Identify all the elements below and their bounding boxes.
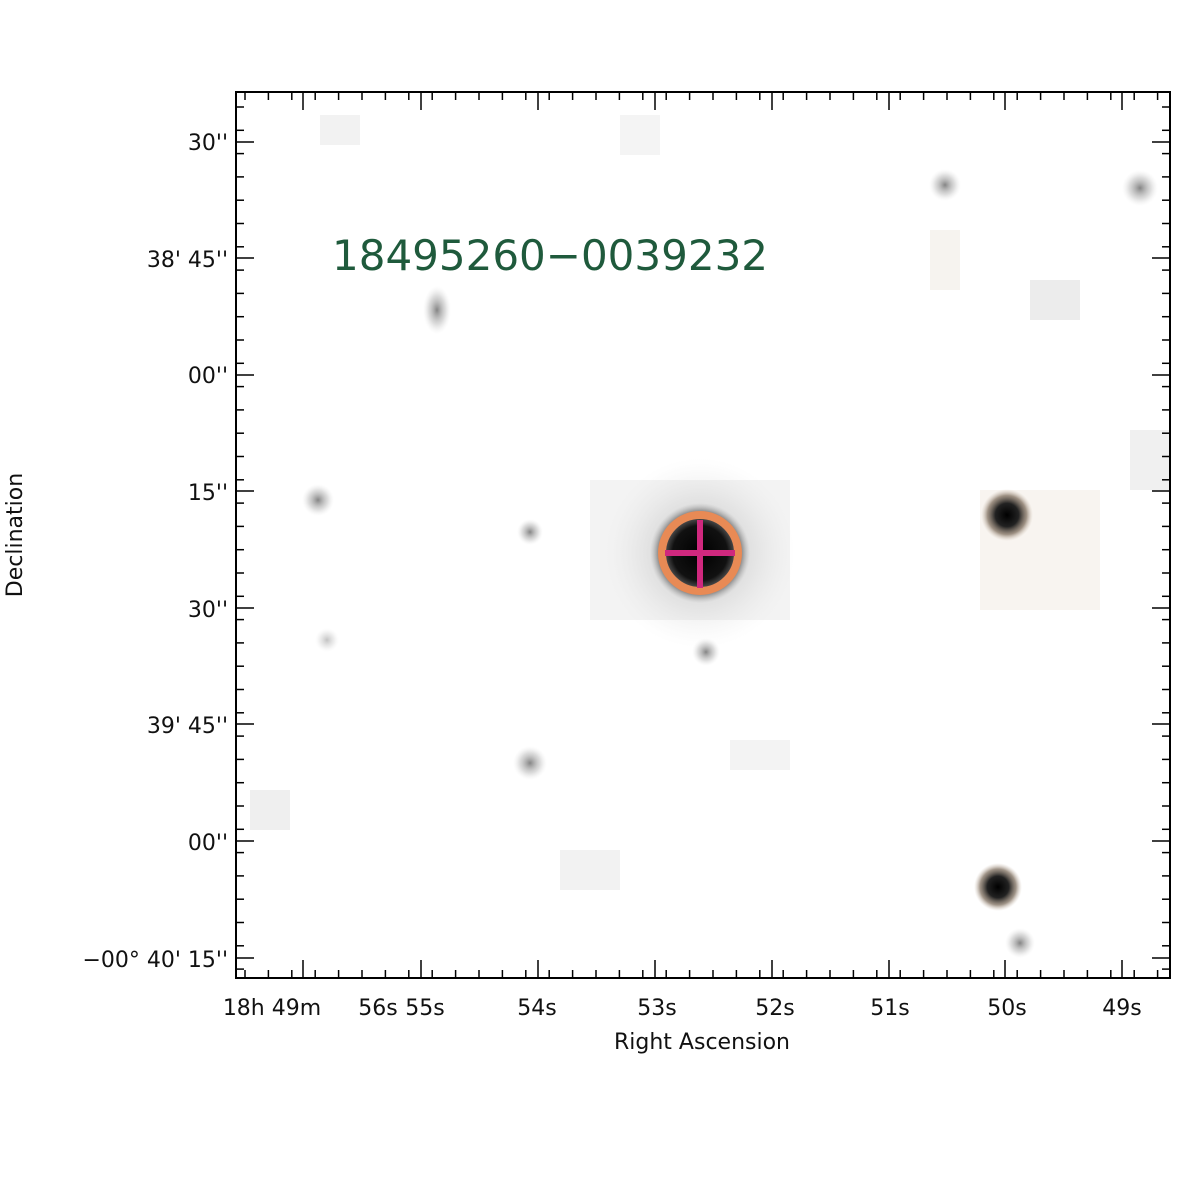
dec-tick-label: 15'' — [188, 481, 228, 506]
y-axis-label: Declination — [3, 473, 28, 597]
faint-star — [1005, 928, 1035, 958]
plot-frame — [235, 91, 1171, 979]
background-blotch — [1030, 280, 1080, 320]
faint-star — [1122, 170, 1158, 206]
ra-tick-label: 52s — [755, 996, 794, 1021]
background-blotch — [560, 850, 620, 890]
faint-star — [315, 628, 339, 652]
background-blotch — [1130, 430, 1170, 490]
faint-star — [517, 519, 543, 545]
dec-tick-label: 30'' — [188, 131, 228, 156]
faint-star — [513, 746, 547, 780]
background-blotch — [320, 115, 360, 145]
dec-tick-label: −00° 40' 15'' — [82, 948, 228, 973]
background-blotch — [930, 230, 960, 290]
source-id-label: 18495260−0039232 — [332, 231, 768, 280]
sky-image: 18495260−0039232 — [236, 92, 1170, 978]
ra-tick-label: 55s — [405, 996, 444, 1021]
dec-tick-label: 30'' — [188, 598, 228, 623]
target-marker-circle — [658, 511, 742, 595]
ra-tick-label: 54s — [517, 996, 556, 1021]
ra-tick-labels: 18h 49m 56s 55s 54s 53s 52s 51s 50s 49s — [223, 996, 1142, 1021]
ra-tick-label: 51s — [870, 996, 909, 1021]
ra-tick-label: 18h 49m — [223, 996, 321, 1021]
dec-tick-label: 00'' — [188, 831, 228, 856]
ra-tick-label: 49s — [1102, 996, 1141, 1021]
bright-star — [981, 489, 1033, 541]
dec-tick-label: 38' 45'' — [147, 248, 228, 273]
faint-star — [423, 286, 451, 334]
x-axis-label: Right Ascension — [614, 1030, 790, 1055]
ra-tick-label: 50s — [987, 996, 1026, 1021]
dec-tick-label: 00'' — [188, 364, 228, 389]
bright-star — [974, 863, 1022, 911]
dec-tick-label: 39' 45'' — [147, 714, 228, 739]
background-blotch — [620, 115, 660, 155]
background-blotch — [250, 790, 290, 830]
ra-tick-label: 56s — [358, 996, 397, 1021]
background-blotch — [730, 740, 790, 770]
faint-star — [302, 484, 334, 516]
faint-star — [929, 169, 961, 201]
ra-tick-label: 53s — [637, 996, 676, 1021]
dec-tick-labels: 30'' 38' 45'' 00'' 15'' 30'' 39' 45'' 00… — [82, 131, 228, 973]
